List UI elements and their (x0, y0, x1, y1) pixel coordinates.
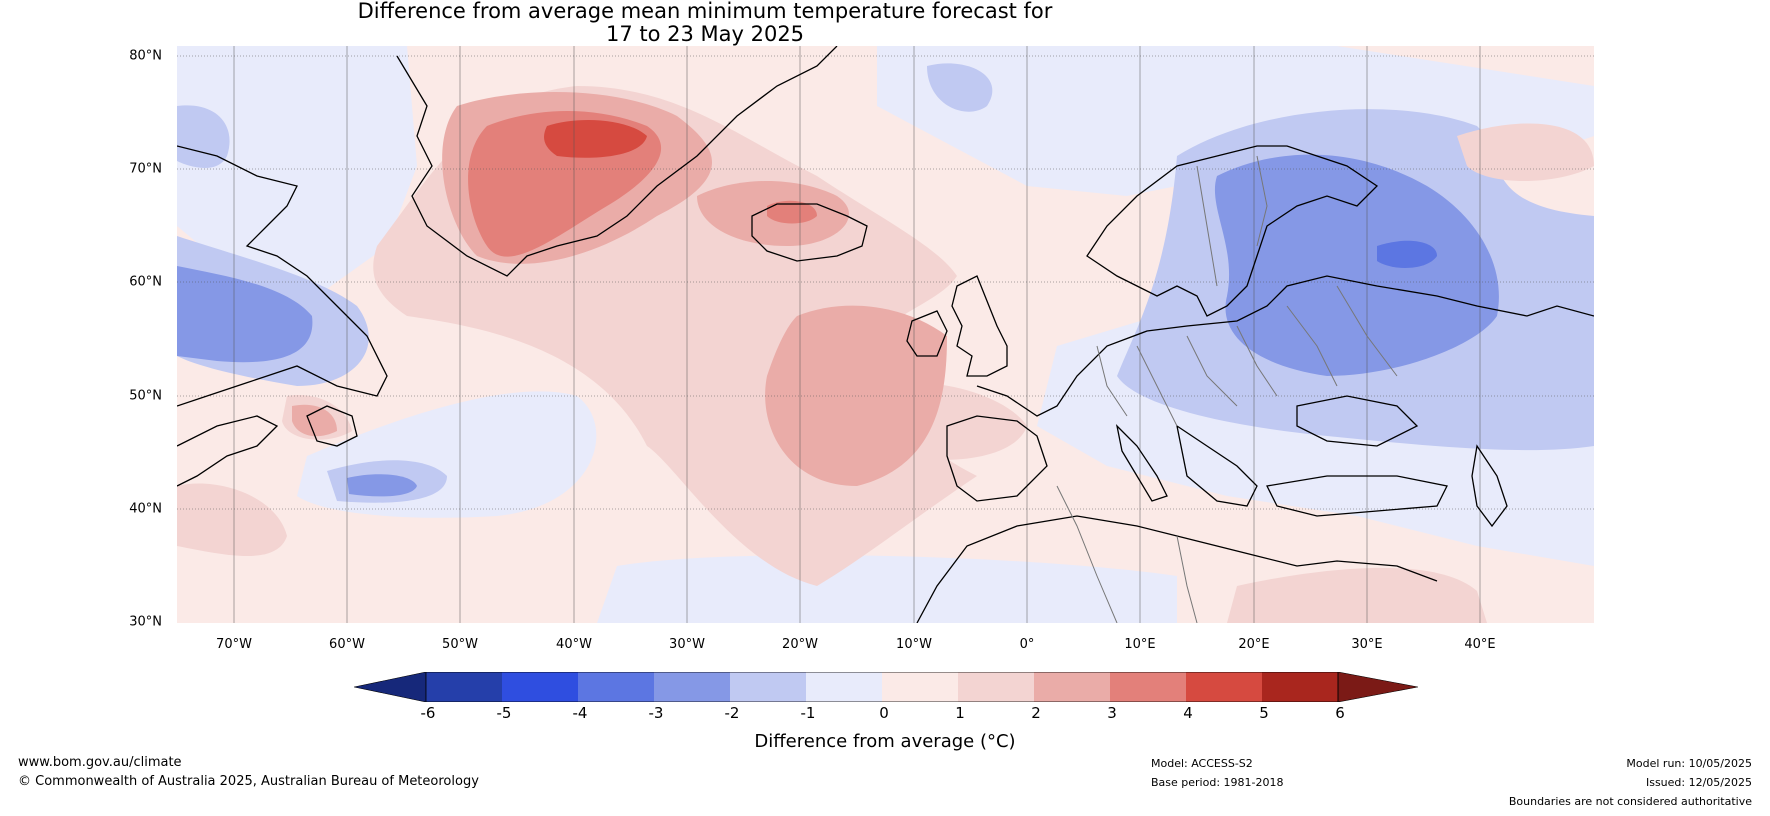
anomaly-zone-2-3 (765, 305, 947, 486)
lon-label-30w: 30°W (669, 637, 705, 652)
colorbar-bin (502, 672, 578, 702)
coastline-iberia (946, 415, 1048, 502)
lon-label-30e: 30°E (1351, 637, 1383, 652)
colorbar-bin (1186, 672, 1262, 702)
colorbar-bin (1110, 672, 1186, 702)
colorbar-tick: 0 (879, 704, 889, 722)
model-run-text: Model run: 10/05/2025 (1626, 757, 1752, 770)
colorbar-tick: 5 (1259, 704, 1269, 722)
lat-label-70n: 70°N (129, 161, 162, 177)
anomaly-zone-4-5 (544, 120, 647, 158)
colorbar-bin (578, 672, 654, 702)
anomaly-zone-neg3-neg2 (177, 266, 313, 363)
colorbar-tick: -4 (572, 704, 588, 722)
colorbar-extend-low (354, 672, 427, 702)
coastline-italy (1115, 424, 1168, 502)
lat-label-50n: 50°N (129, 388, 162, 404)
anomaly-zone-neg2-neg1 (927, 63, 993, 112)
colorbar-extend-high (1337, 672, 1418, 702)
map-title: Difference from average mean minimum tem… (0, 0, 1410, 46)
colorbar-tick: -5 (496, 704, 512, 722)
colorbar-tick: -3 (648, 704, 664, 722)
colorbar-tick: 6 (1335, 704, 1345, 722)
colorbar-bin (654, 672, 730, 702)
anomaly-zone-neg3-neg2 (1214, 154, 1499, 376)
coastline-labrador (177, 145, 388, 407)
coastline-scandinavia (1086, 145, 1379, 317)
colorbar-tick: 2 (1031, 704, 1041, 722)
coastline-greenland (396, 46, 838, 277)
anomaly-zone-2-3 (292, 404, 337, 437)
anomaly-zone-1-2 (1457, 123, 1594, 181)
title-line-2: 17 to 23 May 2025 (605, 22, 805, 46)
model-text: Model: ACCESS-S2 (1151, 757, 1253, 770)
colorbar-bin (426, 672, 502, 702)
anomaly-zone-neg4-neg3 (1377, 240, 1437, 268)
coastline-black-sea (1296, 395, 1419, 447)
anomaly-zone-neg3-neg2 (347, 474, 417, 497)
lon-label-40w: 40°W (556, 637, 592, 652)
forecast-map (177, 46, 1594, 623)
colorbar-tick: -2 (724, 704, 740, 722)
website-link[interactable]: www.bom.gov.au/climate (18, 755, 182, 770)
colorbar-bin (1262, 672, 1338, 702)
lon-label-50w: 50°W (442, 637, 478, 652)
colorbar-tick: 3 (1107, 704, 1117, 722)
lon-label-20w: 20°W (782, 637, 818, 652)
coastline-great-britain (951, 275, 1008, 377)
anomaly-zone-neg1-0 (177, 46, 417, 296)
lat-label-40n: 40°N (129, 501, 162, 517)
base-period-text: Base period: 1981-2018 (1151, 776, 1284, 789)
copyright-text: © Commonwealth of Australia 2025, Austra… (18, 774, 479, 789)
anomaly-zone-neg2-neg1 (177, 105, 230, 168)
coastline-nova-scotia (177, 415, 279, 487)
coastline-ireland (906, 310, 948, 357)
colorbar-frame (425, 672, 1339, 702)
coastline-caspian (1471, 444, 1508, 528)
disclaimer-text: Boundaries are not considered authoritat… (1508, 795, 1752, 808)
coastline-iceland (751, 203, 868, 262)
colorbar (354, 672, 1418, 702)
colorbar-bin (730, 672, 806, 702)
coastline-turkey (1266, 475, 1448, 517)
lon-label-60w: 60°W (329, 637, 365, 652)
map-canvas (177, 46, 1594, 623)
colorbar-label: Difference from average (°C) (754, 731, 1016, 752)
map-meridians (233, 46, 1481, 623)
coastlines (177, 46, 1594, 623)
lat-label-60n: 60°N (129, 274, 162, 290)
colorbar-bin (882, 672, 958, 702)
lon-label-0: 0° (1019, 637, 1035, 652)
lon-label-20e: 20°E (1238, 637, 1270, 652)
anomaly-zone-1-2 (1227, 567, 1487, 623)
coastline-newfoundland (306, 405, 358, 447)
anomaly-zone-neg1-0 (597, 555, 1177, 623)
lon-label-40e: 40°E (1464, 637, 1496, 652)
lat-label-30n: 30°N (129, 614, 162, 630)
colorbar-tick: -1 (800, 704, 816, 722)
colorbar-tick: 4 (1183, 704, 1193, 722)
country-borders (1056, 155, 1398, 623)
anomaly-zone-3-4 (767, 200, 817, 224)
colorbar-tick: 1 (955, 704, 965, 722)
title-line-1: Difference from average mean minimum tem… (357, 0, 1053, 23)
colorbar-bin (1034, 672, 1110, 702)
lon-label-10e: 10°E (1124, 637, 1156, 652)
colorbar-bin (958, 672, 1034, 702)
lon-label-70w: 70°W (216, 637, 252, 652)
lon-label-10w: 10°W (896, 637, 932, 652)
coastline-europe (976, 275, 1594, 417)
coastline-balkans (1176, 424, 1258, 507)
lat-label-80n: 80°N (129, 48, 162, 64)
colorbar-bin (806, 672, 882, 702)
anomaly-zone-1-2 (177, 483, 287, 556)
issued-text: Issued: 12/05/2025 (1645, 776, 1752, 789)
map-graticule (177, 55, 1594, 510)
colorbar-tick: -6 (420, 704, 436, 722)
